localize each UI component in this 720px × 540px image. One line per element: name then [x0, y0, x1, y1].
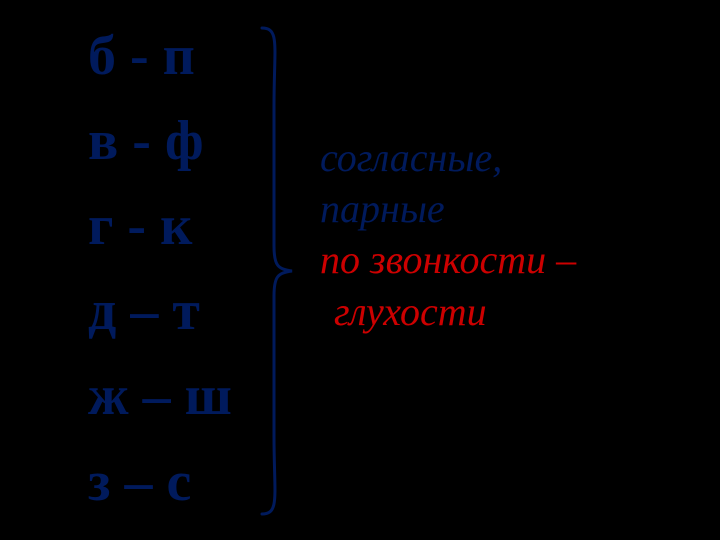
description-block: согласные, парные по звонкости – глухост…: [320, 132, 576, 337]
desc-text-line: согласные,: [320, 132, 576, 183]
desc-text-line: парные: [320, 183, 576, 234]
pair-row: г - к: [88, 184, 232, 269]
pair-row: з – с: [88, 440, 232, 525]
pair-row: д – т: [88, 269, 232, 354]
desc-text-line-red: глухости: [334, 286, 576, 337]
pair-row: ж – ш: [88, 354, 232, 439]
slide: б - п в - ф г - к д – т ж – ш з – с согл…: [0, 0, 720, 540]
pair-row: в - ф: [88, 99, 232, 184]
curly-bracket-icon: [258, 26, 294, 516]
desc-text-line-red: по звонкости –: [320, 234, 576, 285]
consonant-pairs-list: б - п в - ф г - к д – т ж – ш з – с: [88, 14, 232, 525]
pair-row: б - п: [88, 14, 232, 99]
